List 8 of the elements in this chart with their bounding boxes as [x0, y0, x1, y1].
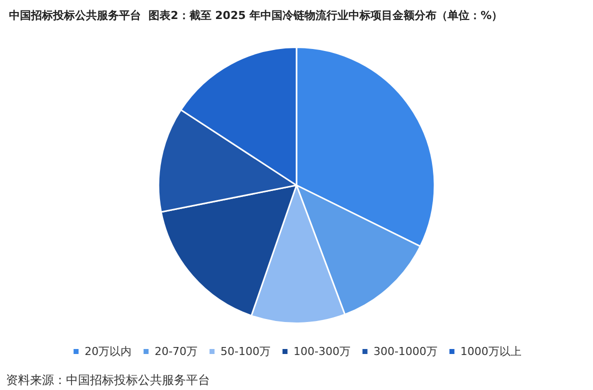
chart-title: 中国招标投标公共服务平台 图表2：截至 2025 年中国冷链物流行业中标项目金额分布（单位：%）: [9, 9, 503, 22]
legend-label: 50-100万: [220, 345, 271, 358]
legend-label: 100-300万: [294, 345, 350, 358]
legend-label: 20-70万: [154, 345, 198, 358]
legend-label: 20万以内: [84, 345, 132, 358]
legend-label: 1000万以上: [460, 345, 522, 358]
text: 资料来源：中国招标投标公共服务平台: [6, 373, 210, 387]
legend-label: 300-1000万: [373, 345, 438, 358]
